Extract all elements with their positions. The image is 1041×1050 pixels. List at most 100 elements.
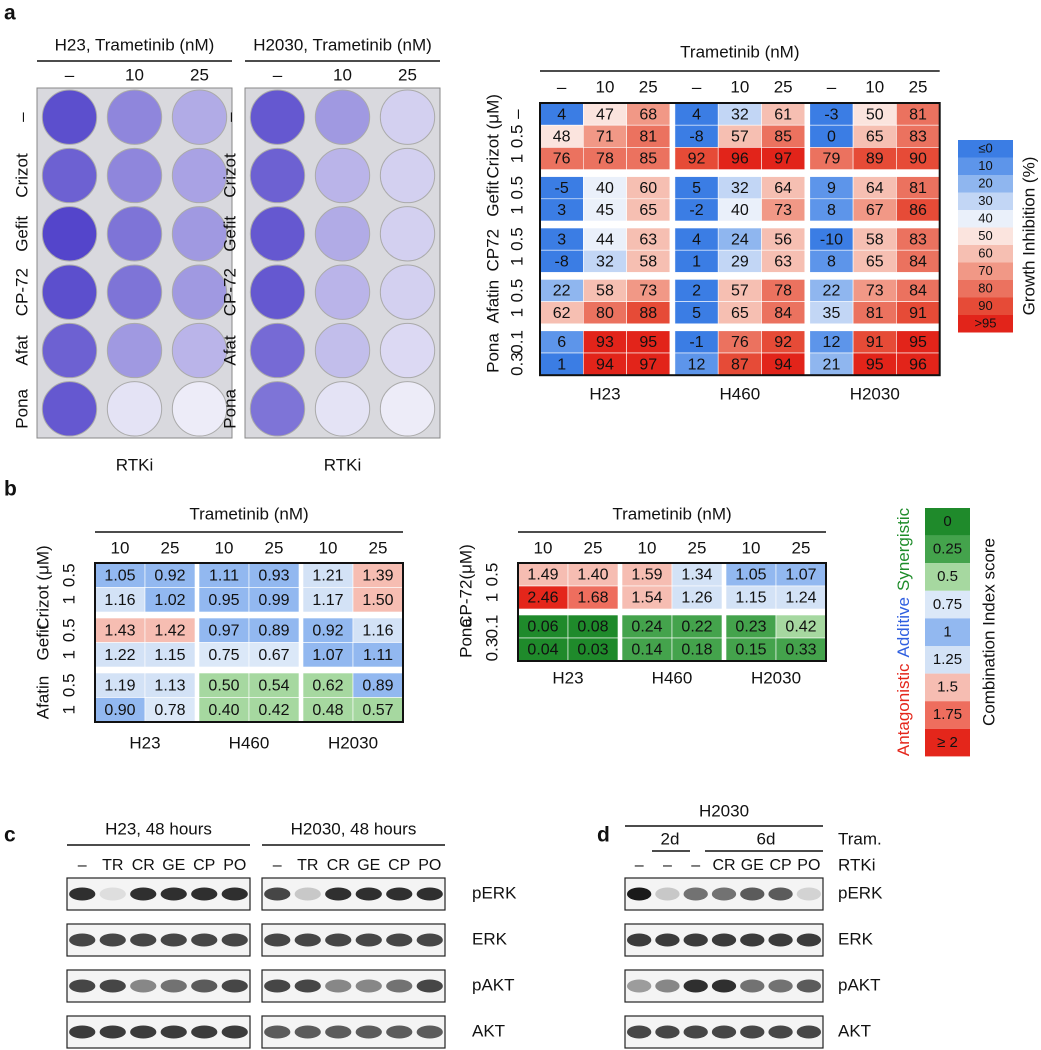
blot-band — [325, 933, 352, 947]
column-label: 25 — [398, 65, 417, 84]
cell-value: 1.11 — [209, 567, 239, 584]
cell-value: 0.18 — [681, 642, 712, 659]
cell-value: 65 — [731, 305, 749, 322]
cell-value: 2.46 — [527, 590, 558, 607]
cell-value: 1.17 — [312, 592, 343, 609]
blot-band — [386, 933, 413, 947]
blot-band — [160, 979, 187, 993]
cell — [198, 562, 250, 588]
table-frame — [539, 102, 941, 377]
cell — [198, 672, 250, 698]
cell-value: 73 — [774, 202, 792, 219]
plate-well — [249, 322, 306, 379]
plate-well — [171, 206, 228, 262]
cell — [144, 642, 196, 668]
dose-label: 0.3 — [482, 638, 501, 662]
cell — [144, 587, 196, 613]
cell-value: -10 — [820, 231, 843, 248]
legend-swatch — [958, 245, 1013, 263]
cell-value: 0.90 — [104, 702, 135, 719]
blot-band — [264, 887, 291, 901]
cell-value: 0.33 — [785, 642, 816, 659]
column-label: 10 — [319, 538, 338, 557]
legend-swatch — [958, 315, 1013, 333]
column-label: 10 — [638, 538, 657, 557]
legend-swatch — [958, 210, 1013, 228]
lane-label: – — [635, 857, 644, 874]
legend-swatch — [925, 673, 970, 702]
cell-value: 1.15 — [154, 647, 185, 664]
cell-value: 0.08 — [577, 619, 608, 636]
group-label: CP72 — [483, 229, 502, 272]
cell-value: 97 — [639, 356, 657, 373]
legend-swatch — [925, 508, 970, 536]
blot-band — [655, 887, 680, 901]
cell-value: 0.42 — [785, 619, 816, 636]
cell-value: 0.15 — [735, 642, 766, 659]
cell-value: 92 — [688, 151, 706, 168]
row-label: Crizot — [220, 153, 239, 198]
blot-band — [655, 933, 680, 947]
blot-band — [740, 887, 765, 901]
cell-value: 85 — [639, 151, 657, 168]
legend-label: 20 — [978, 175, 992, 190]
cell-value: 64 — [866, 180, 884, 197]
cell-value: -8 — [689, 129, 703, 146]
cell-value: 1.59 — [631, 567, 662, 584]
cell-value: 50 — [866, 106, 884, 123]
blot-band — [160, 933, 187, 947]
lane-label: – — [663, 857, 672, 874]
cell-value: 48 — [553, 129, 571, 146]
legend-swatch — [925, 535, 970, 564]
cell — [302, 672, 354, 698]
cell-value: 0.75 — [208, 647, 239, 664]
protein-label: ERK — [838, 929, 874, 948]
cell-value: 0.89 — [362, 677, 393, 694]
cell-value: 8 — [827, 254, 836, 271]
protein-label: pERK — [838, 883, 883, 902]
dose-label: 0.5 — [59, 673, 78, 697]
row-label: Pona — [12, 388, 31, 428]
blot-band — [655, 979, 680, 993]
blot-band — [221, 933, 248, 947]
cell-value: 1 — [557, 356, 566, 373]
blot-box — [66, 969, 251, 1003]
cell-value: 0.57 — [362, 702, 393, 719]
plate-well — [249, 89, 306, 145]
cell-value: 22 — [823, 283, 841, 300]
cell — [94, 587, 146, 613]
blot-band — [683, 887, 708, 901]
blot-band — [386, 887, 413, 901]
plate-well — [171, 147, 228, 204]
plate-title: H2030, Trametinib (nM) — [253, 35, 432, 54]
cell-value: 40 — [731, 202, 749, 219]
cell — [352, 697, 404, 723]
legend-label: 0.5 — [937, 568, 958, 585]
legend-label: 90 — [978, 298, 992, 313]
cell-value: 89 — [866, 151, 884, 168]
cell-value: 0.97 — [208, 622, 239, 639]
cell-value: 3 — [557, 231, 566, 248]
blot-box — [261, 969, 446, 1003]
plate-well — [106, 381, 163, 437]
blot-band — [69, 1025, 96, 1039]
column-label: 10 — [595, 77, 614, 96]
cell-value: 1.16 — [104, 592, 135, 609]
blot-band — [99, 933, 126, 947]
cell-value: 65 — [866, 129, 884, 146]
protein-label: pAKT — [838, 975, 881, 994]
column-label: 25 — [909, 77, 928, 96]
plate-well — [106, 89, 163, 145]
legend-label: 0 — [943, 513, 951, 530]
table-title: Trametinib (nM) — [680, 42, 799, 61]
cell-value: 22 — [553, 283, 571, 300]
dose-label: 0.1 — [482, 615, 501, 639]
blot-band — [416, 1025, 443, 1039]
plate-well — [379, 147, 436, 204]
blot-band — [386, 979, 413, 993]
cell-value: 56 — [774, 231, 792, 248]
legend-swatch — [958, 227, 1013, 245]
legend-label: ≥ 2 — [937, 734, 958, 751]
cell-value: 21 — [823, 356, 841, 373]
cell-value: 1.43 — [104, 622, 135, 639]
